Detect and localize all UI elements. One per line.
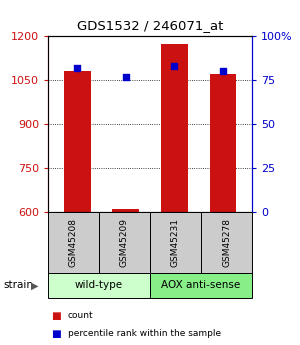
Text: percentile rank within the sample: percentile rank within the sample bbox=[68, 329, 220, 338]
Text: strain: strain bbox=[3, 280, 33, 290]
Text: GDS1532 / 246071_at: GDS1532 / 246071_at bbox=[77, 19, 223, 32]
Point bbox=[75, 65, 80, 71]
Text: wild-type: wild-type bbox=[75, 280, 123, 290]
Text: GSM45209: GSM45209 bbox=[120, 218, 129, 267]
Point bbox=[172, 63, 177, 69]
Point bbox=[220, 69, 225, 74]
Text: AOX anti-sense: AOX anti-sense bbox=[161, 280, 241, 290]
Text: GSM45231: GSM45231 bbox=[171, 218, 180, 267]
Text: ▶: ▶ bbox=[31, 280, 38, 290]
Bar bbox=[209, 74, 236, 212]
Text: ■: ■ bbox=[51, 329, 61, 339]
Text: GSM45208: GSM45208 bbox=[69, 218, 78, 267]
Text: count: count bbox=[68, 310, 93, 319]
Bar bbox=[64, 71, 91, 212]
Point bbox=[123, 74, 128, 79]
Bar bbox=[112, 209, 139, 212]
Text: ■: ■ bbox=[51, 310, 61, 321]
Bar bbox=[161, 44, 188, 212]
Text: GSM45278: GSM45278 bbox=[222, 218, 231, 267]
